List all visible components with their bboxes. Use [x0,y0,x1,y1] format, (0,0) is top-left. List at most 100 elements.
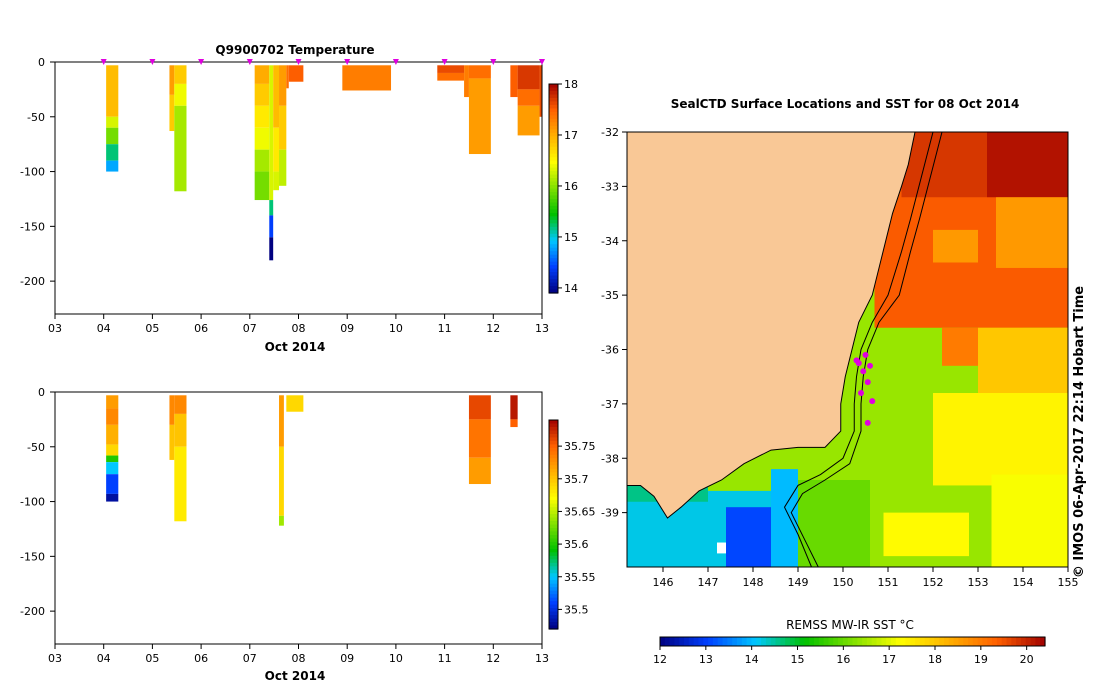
y-tick-label: -100 [20,166,45,179]
colorbar-swatch [765,637,772,646]
profile-segment [279,515,284,526]
colorbar-swatch [549,541,558,546]
colorbar-swatch [549,482,558,487]
profile-segment [517,89,540,106]
colorbar-swatch [549,615,558,620]
colorbar-swatch [746,637,753,646]
colorbar-swatch [549,531,558,536]
colorbar-swatch [977,637,984,646]
colorbar-swatch [751,637,757,646]
colorbar-tick-label: 35.5 [564,603,589,616]
colorbar-swatch [549,555,558,560]
sst-colorbar-label: REMSS MW-IR SST °C [786,618,914,632]
colorbar-swatch [549,472,558,477]
colorbar-swatch [549,461,558,466]
colorbar-swatch [549,601,558,606]
colorbar-swatch [549,160,558,165]
profile-segment [174,105,187,192]
colorbar-swatch [842,637,849,646]
colorbar-swatch [549,101,558,106]
x-tick-label: 04 [97,322,111,335]
x-tick-label: 152 [923,576,944,589]
colorbar-tick-label: 17 [882,653,896,666]
salinity-profiles [106,395,518,526]
colorbar-swatch [549,174,558,179]
y-tick-label: -200 [20,275,45,288]
colorbar-swatch [664,637,671,646]
x-tick-label: 09 [340,322,354,335]
salinity-x-axis-label: Oct 2014 [265,669,326,683]
colorbar-tick-label: 17 [564,129,578,142]
colorbar-swatch [549,195,558,200]
colorbar-swatch [996,637,1003,646]
y-tick-label: -200 [20,605,45,618]
colorbar-swatch [708,637,714,646]
colorbar-swatch [549,611,558,616]
colorbar-swatch [549,84,558,89]
profile-segment [510,395,518,420]
sst-region [991,474,1068,567]
profile-segment [269,200,274,216]
x-tick-label: 07 [243,322,257,335]
colorbar-swatch [549,226,558,231]
colorbar-swatch [549,247,558,252]
colorbar-swatch [549,122,558,127]
profile-segment [106,462,119,475]
map-title: SealCTD Surface Locations and SST for 08… [671,97,1020,111]
colorbar-tick-label: 35.65 [564,505,596,518]
x-tick-label: 08 [292,322,306,335]
colorbar-swatch [549,503,558,508]
sst-field [627,132,1068,567]
colorbar-swatch [549,500,558,505]
colorbar-swatch [549,129,558,134]
profile-segment [273,127,280,172]
profile-segment [269,237,274,261]
colorbar-swatch [1035,637,1041,646]
colorbar-swatch [549,150,558,155]
colorbar-swatch [549,426,558,432]
colorbar-swatch [549,562,558,567]
land-polygon [627,132,916,519]
ctd-location-marker [858,390,864,396]
colorbar-swatch [789,637,796,646]
y-tick-label: -36 [601,344,619,357]
colorbar-swatch [549,240,558,245]
colorbar-swatch [814,637,820,646]
land-mass [627,132,916,554]
salinity-profile-chart: 03 04 05 06 07 08 09 10 11 12 13 0 -50 -100 -150 -200 O… [20,386,595,683]
colorbar-swatch [785,637,791,646]
colorbar-swatch [549,178,558,183]
colorbar-swatch [549,437,558,442]
sst-region [996,197,1068,268]
colorbar-tick-label: 35.75 [564,440,596,453]
colorbar-swatch [549,254,558,259]
x-tick-label: 13 [535,652,549,665]
colorbar-swatch [549,576,558,581]
y-tick-label: 0 [38,56,45,69]
colorbar-swatch [549,212,558,217]
colorbar-tick-label: 35.55 [564,571,596,584]
colorbar-swatch [549,275,558,280]
colorbar-swatch [549,622,558,627]
y-tick-label: -34 [601,235,619,248]
colorbar-swatch [549,433,558,439]
colorbar-swatch [549,237,558,242]
colorbar-swatch [968,637,974,646]
y-tick-label: -38 [601,452,619,465]
colorbar-swatch [549,454,558,459]
colorbar-swatch [741,637,748,646]
surface-marker [198,59,205,65]
x-tick-label: 147 [698,576,719,589]
colorbar-swatch [549,108,558,113]
colorbar-swatch [549,458,558,463]
x-tick-label: 09 [340,652,354,665]
colorbar-tick-label: 19 [974,653,988,666]
colorbar-swatch [924,637,931,646]
colorbar-swatch [549,534,558,540]
colorbar-swatch [698,637,704,646]
profile-segment [279,149,287,186]
colorbar-swatch [674,637,680,646]
colorbar-swatch [876,637,882,646]
profile-segment [286,65,289,89]
profile-segment [468,395,491,420]
